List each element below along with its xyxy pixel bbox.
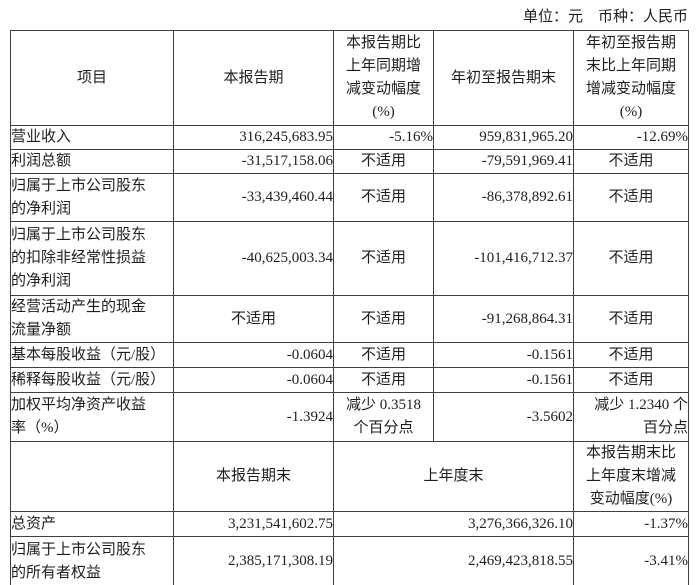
row-label: 稀释每股收益（元/股） (10, 367, 174, 393)
table-cell: 2,385,171,308.19 (173, 536, 334, 585)
table-row-basic-eps: 基本每股收益（元/股） -0.0604 不适用 -0.1561 不适用 (10, 342, 689, 368)
table-cell: -1.3924 (173, 392, 334, 442)
row-label: 利润总额 (10, 149, 174, 174)
table-cell: 不适用 (333, 173, 434, 222)
table-cell: 不适用 (173, 295, 334, 343)
table-cell: -101,416,712.37 (433, 221, 574, 296)
table-row-net-profit-excl-nonrecurring: 归属于上市公司股东 的扣除非经常性损益 的净利润 -40,625,003.34 … (10, 221, 689, 296)
header-prior-year-end: 上年度末 (333, 441, 574, 512)
table-cell: 2,469,423,818.55 (333, 536, 574, 585)
row-label: 经营活动产生的现金 流量净额 (10, 295, 174, 343)
table-cell: -12.69% (573, 125, 689, 150)
table-cell: -3.41% (573, 536, 689, 585)
header-ytd-vs-prior: 年初至报告期 末比上年同期 增减变动幅度 (%) (573, 30, 689, 126)
table-cell: 3,231,541,602.75 (173, 511, 334, 537)
table-cell: 不适用 (573, 221, 689, 296)
table-cell: 不适用 (333, 149, 434, 174)
header-current-vs-prior: 本报告期比 上年同期增 减变动幅度 (%) (333, 30, 434, 126)
table-row-operating-cash-flow: 经营活动产生的现金 流量净额 不适用 不适用 -91,268,864.31 不适… (10, 295, 689, 343)
table-cell: -3.5602 (433, 392, 574, 442)
table-row-equity: 归属于上市公司股东 的所有者权益 2,385,171,308.19 2,469,… (10, 536, 689, 585)
table-cell: -40,625,003.34 (173, 221, 334, 296)
balance-header-row: 本报告期末 上年度末 本报告期末比 上年度末增减 变动幅度(%) (10, 441, 689, 512)
row-label: 加权平均净资产收益 率（%） (10, 392, 174, 442)
header-ytd: 年初至报告期末 (433, 30, 574, 126)
table-row-diluted-eps: 稀释每股收益（元/股） -0.0604 不适用 -0.1561 不适用 (10, 367, 689, 393)
table-cell: -0.1561 (433, 342, 574, 368)
table-cell: 不适用 (573, 367, 689, 393)
table-cell: -0.1561 (433, 367, 574, 393)
table-cell: 不适用 (573, 295, 689, 343)
table-cell: -91,268,864.31 (433, 295, 574, 343)
table-cell: -0.0604 (173, 367, 334, 393)
table-cell: 不适用 (333, 295, 434, 343)
header-current-period: 本报告期 (173, 30, 334, 126)
row-label: 营业收入 (10, 125, 174, 150)
period-header-row: 项目 本报告期 本报告期比 上年同期增 减变动幅度 (%) 年初至报告期末 年初… (10, 30, 689, 126)
table-cell: 不适用 (333, 367, 434, 393)
table-cell: 不适用 (333, 342, 434, 368)
row-label: 归属于上市公司股东 的净利润 (10, 173, 174, 222)
table-cell: -5.16% (333, 125, 434, 150)
table-cell: 不适用 (573, 149, 689, 174)
unit-currency-note: 单位：元 币种：人民币 (522, 9, 688, 25)
table-cell: 3,276,366,326.10 (333, 511, 574, 537)
header2-empty-cell (10, 441, 174, 512)
header-period-end: 本报告期末 (173, 441, 334, 512)
table-cell: 959,831,965.20 (433, 125, 574, 150)
table-cell: 减少 0.3518 个百分点 (333, 392, 434, 442)
table-cell: -79,591,969.41 (433, 149, 574, 174)
row-label: 归属于上市公司股东 的扣除非经常性损益 的净利润 (10, 221, 174, 296)
table-row-total-profit: 利润总额 -31,517,158.06 不适用 -79,591,969.41 不… (10, 149, 689, 174)
header-end-vs-prior: 本报告期末比 上年度末增减 变动幅度(%) (573, 441, 689, 512)
row-label: 总资产 (10, 511, 174, 537)
table-cell: -86,378,892.61 (433, 173, 574, 222)
table-cell: 不适用 (573, 173, 689, 222)
table-cell: -31,517,158.06 (173, 149, 334, 174)
table-cell: -0.0604 (173, 342, 334, 368)
row-label: 归属于上市公司股东 的所有者权益 (10, 536, 174, 585)
header-item: 项目 (10, 30, 174, 126)
row-label: 基本每股收益（元/股） (10, 342, 174, 368)
financial-summary-table: 项目 本报告期 本报告期比 上年同期增 减变动幅度 (%) 年初至报告期末 年初… (10, 30, 689, 585)
table-cell: 不适用 (573, 342, 689, 368)
table-cell: -33,439,460.44 (173, 173, 334, 222)
table-row-weighted-avg-roe: 加权平均净资产收益 率（%） -1.3924 减少 0.3518 个百分点 -3… (10, 392, 689, 442)
table-row-net-profit: 归属于上市公司股东 的净利润 -33,439,460.44 不适用 -86,37… (10, 173, 689, 222)
table-cell: 减少 1.2340 个 百分点 (573, 392, 689, 442)
table-cell: 316,245,683.95 (173, 125, 334, 150)
table-cell: 不适用 (333, 221, 434, 296)
table-row-revenue: 营业收入 316,245,683.95 -5.16% 959,831,965.2… (10, 125, 689, 150)
table-cell: -1.37% (573, 511, 689, 537)
table-row-total-assets: 总资产 3,231,541,602.75 3,276,366,326.10 -1… (10, 511, 689, 537)
